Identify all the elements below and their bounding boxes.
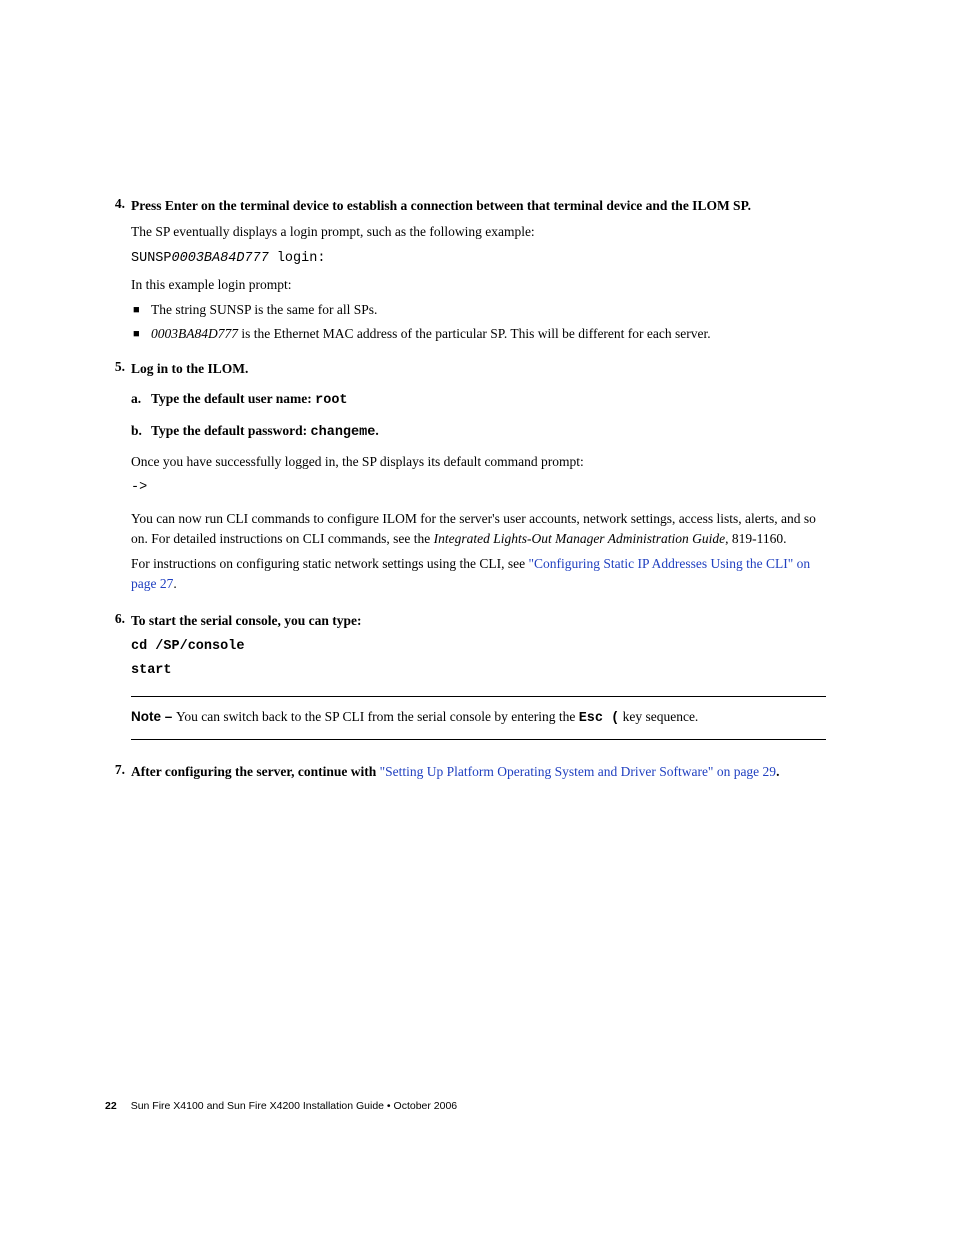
step-5: 5. Log in to the ILOM. a. Type the defau… (105, 359, 826, 599)
note-block: Note – You can switch back to the SP CLI… (131, 707, 826, 729)
step-5-p2: You can now run CLI commands to configur… (131, 509, 826, 548)
bullet-icon: ■ (131, 324, 151, 344)
sub-b-code: changeme (311, 425, 376, 440)
cmd-cd: cd /SP/console (131, 637, 826, 657)
step-4-number: 4. (105, 196, 131, 347)
page-content: 4. Press Enter on the terminal device to… (0, 0, 954, 782)
step-7-lead: After configuring the server, continue w… (131, 764, 380, 779)
step-4-p2: In this example login prompt: (131, 275, 826, 295)
bullet-1-text: The string SUNSP is the same for all SPs… (151, 300, 826, 320)
sub-a-text: Type the default user name: (151, 391, 315, 406)
p2i: Integrated Lights-Out Manager Administra… (434, 531, 726, 546)
step-7: 7. After configuring the server, continu… (105, 762, 826, 782)
bullet-2-text: 0003BA84D777 is the Ethernet MAC address… (151, 324, 826, 344)
note-esc: Esc ( (579, 711, 620, 726)
sub-a-num: a. (131, 389, 151, 411)
code-sunsp: SUNSP (131, 251, 172, 266)
step-4-title: Press Enter on the terminal device to es… (131, 196, 826, 216)
bullet-2: ■ 0003BA84D777 is the Ethernet MAC addre… (131, 324, 826, 344)
bullet-icon: ■ (131, 300, 151, 320)
sub-b-body: Type the default password: changeme. (151, 421, 826, 443)
step-6-body: To start the serial console, you can typ… (131, 611, 826, 750)
step-6-number: 6. (105, 611, 131, 750)
sub-b-num: b. (131, 421, 151, 443)
p3a: For instructions on configuring static n… (131, 556, 528, 571)
bullet-2-rest: is the Ethernet MAC address of the parti… (238, 326, 711, 341)
sub-a-code: root (315, 393, 347, 408)
link-setup-platform-os[interactable]: "Setting Up Platform Operating System an… (380, 764, 776, 779)
sub-a-body: Type the default user name: root (151, 389, 826, 411)
note-t2: key sequence. (619, 709, 698, 724)
step-5-p3: For instructions on configuring static n… (131, 554, 826, 593)
sub-a: a. Type the default user name: root (131, 389, 826, 411)
code-login: login: (269, 251, 326, 266)
bullet-1: ■ The string SUNSP is the same for all S… (131, 300, 826, 320)
footer-text: Sun Fire X4100 and Sun Fire X4200 Instal… (131, 1100, 457, 1112)
step-4-p1: The SP eventually displays a login promp… (131, 222, 826, 242)
note-rule-top (131, 696, 826, 697)
code-mac: 0003BA84D777 (172, 251, 269, 266)
p3b: . (173, 576, 176, 591)
note-rule-bottom (131, 739, 826, 740)
sub-b-text: Type the default password: (151, 423, 311, 438)
step-4-code: SUNSP0003BA84D777 login: (131, 247, 826, 269)
cli-prompt: -> (131, 478, 826, 498)
step-4-body: Press Enter on the terminal device to es… (131, 196, 826, 347)
note-lead: Note – (131, 709, 176, 724)
p2b: , 819-1160. (725, 531, 786, 546)
step-6-title: To start the serial console, you can typ… (131, 611, 826, 631)
step-5-p1: Once you have successfully logged in, th… (131, 452, 826, 472)
note-t1: You can switch back to the SP CLI from t… (176, 709, 579, 724)
step-4: 4. Press Enter on the terminal device to… (105, 196, 826, 347)
step-6: 6. To start the serial console, you can … (105, 611, 826, 750)
step-5-number: 5. (105, 359, 131, 599)
step-5-body: Log in to the ILOM. a. Type the default … (131, 359, 826, 599)
step-7-body: After configuring the server, continue w… (131, 762, 826, 782)
step-5-title: Log in to the ILOM. (131, 359, 826, 379)
bullet-2-mac: 0003BA84D777 (151, 326, 238, 341)
page-footer: 22 Sun Fire X4100 and Sun Fire X4200 Inst… (105, 1100, 457, 1112)
sub-b-period: . (375, 423, 378, 438)
sub-b: b. Type the default password: changeme. (131, 421, 826, 443)
page-number: 22 (105, 1100, 117, 1112)
step-7-number: 7. (105, 762, 131, 782)
cmd-start: start (131, 661, 826, 681)
step-7-period: . (776, 764, 779, 779)
